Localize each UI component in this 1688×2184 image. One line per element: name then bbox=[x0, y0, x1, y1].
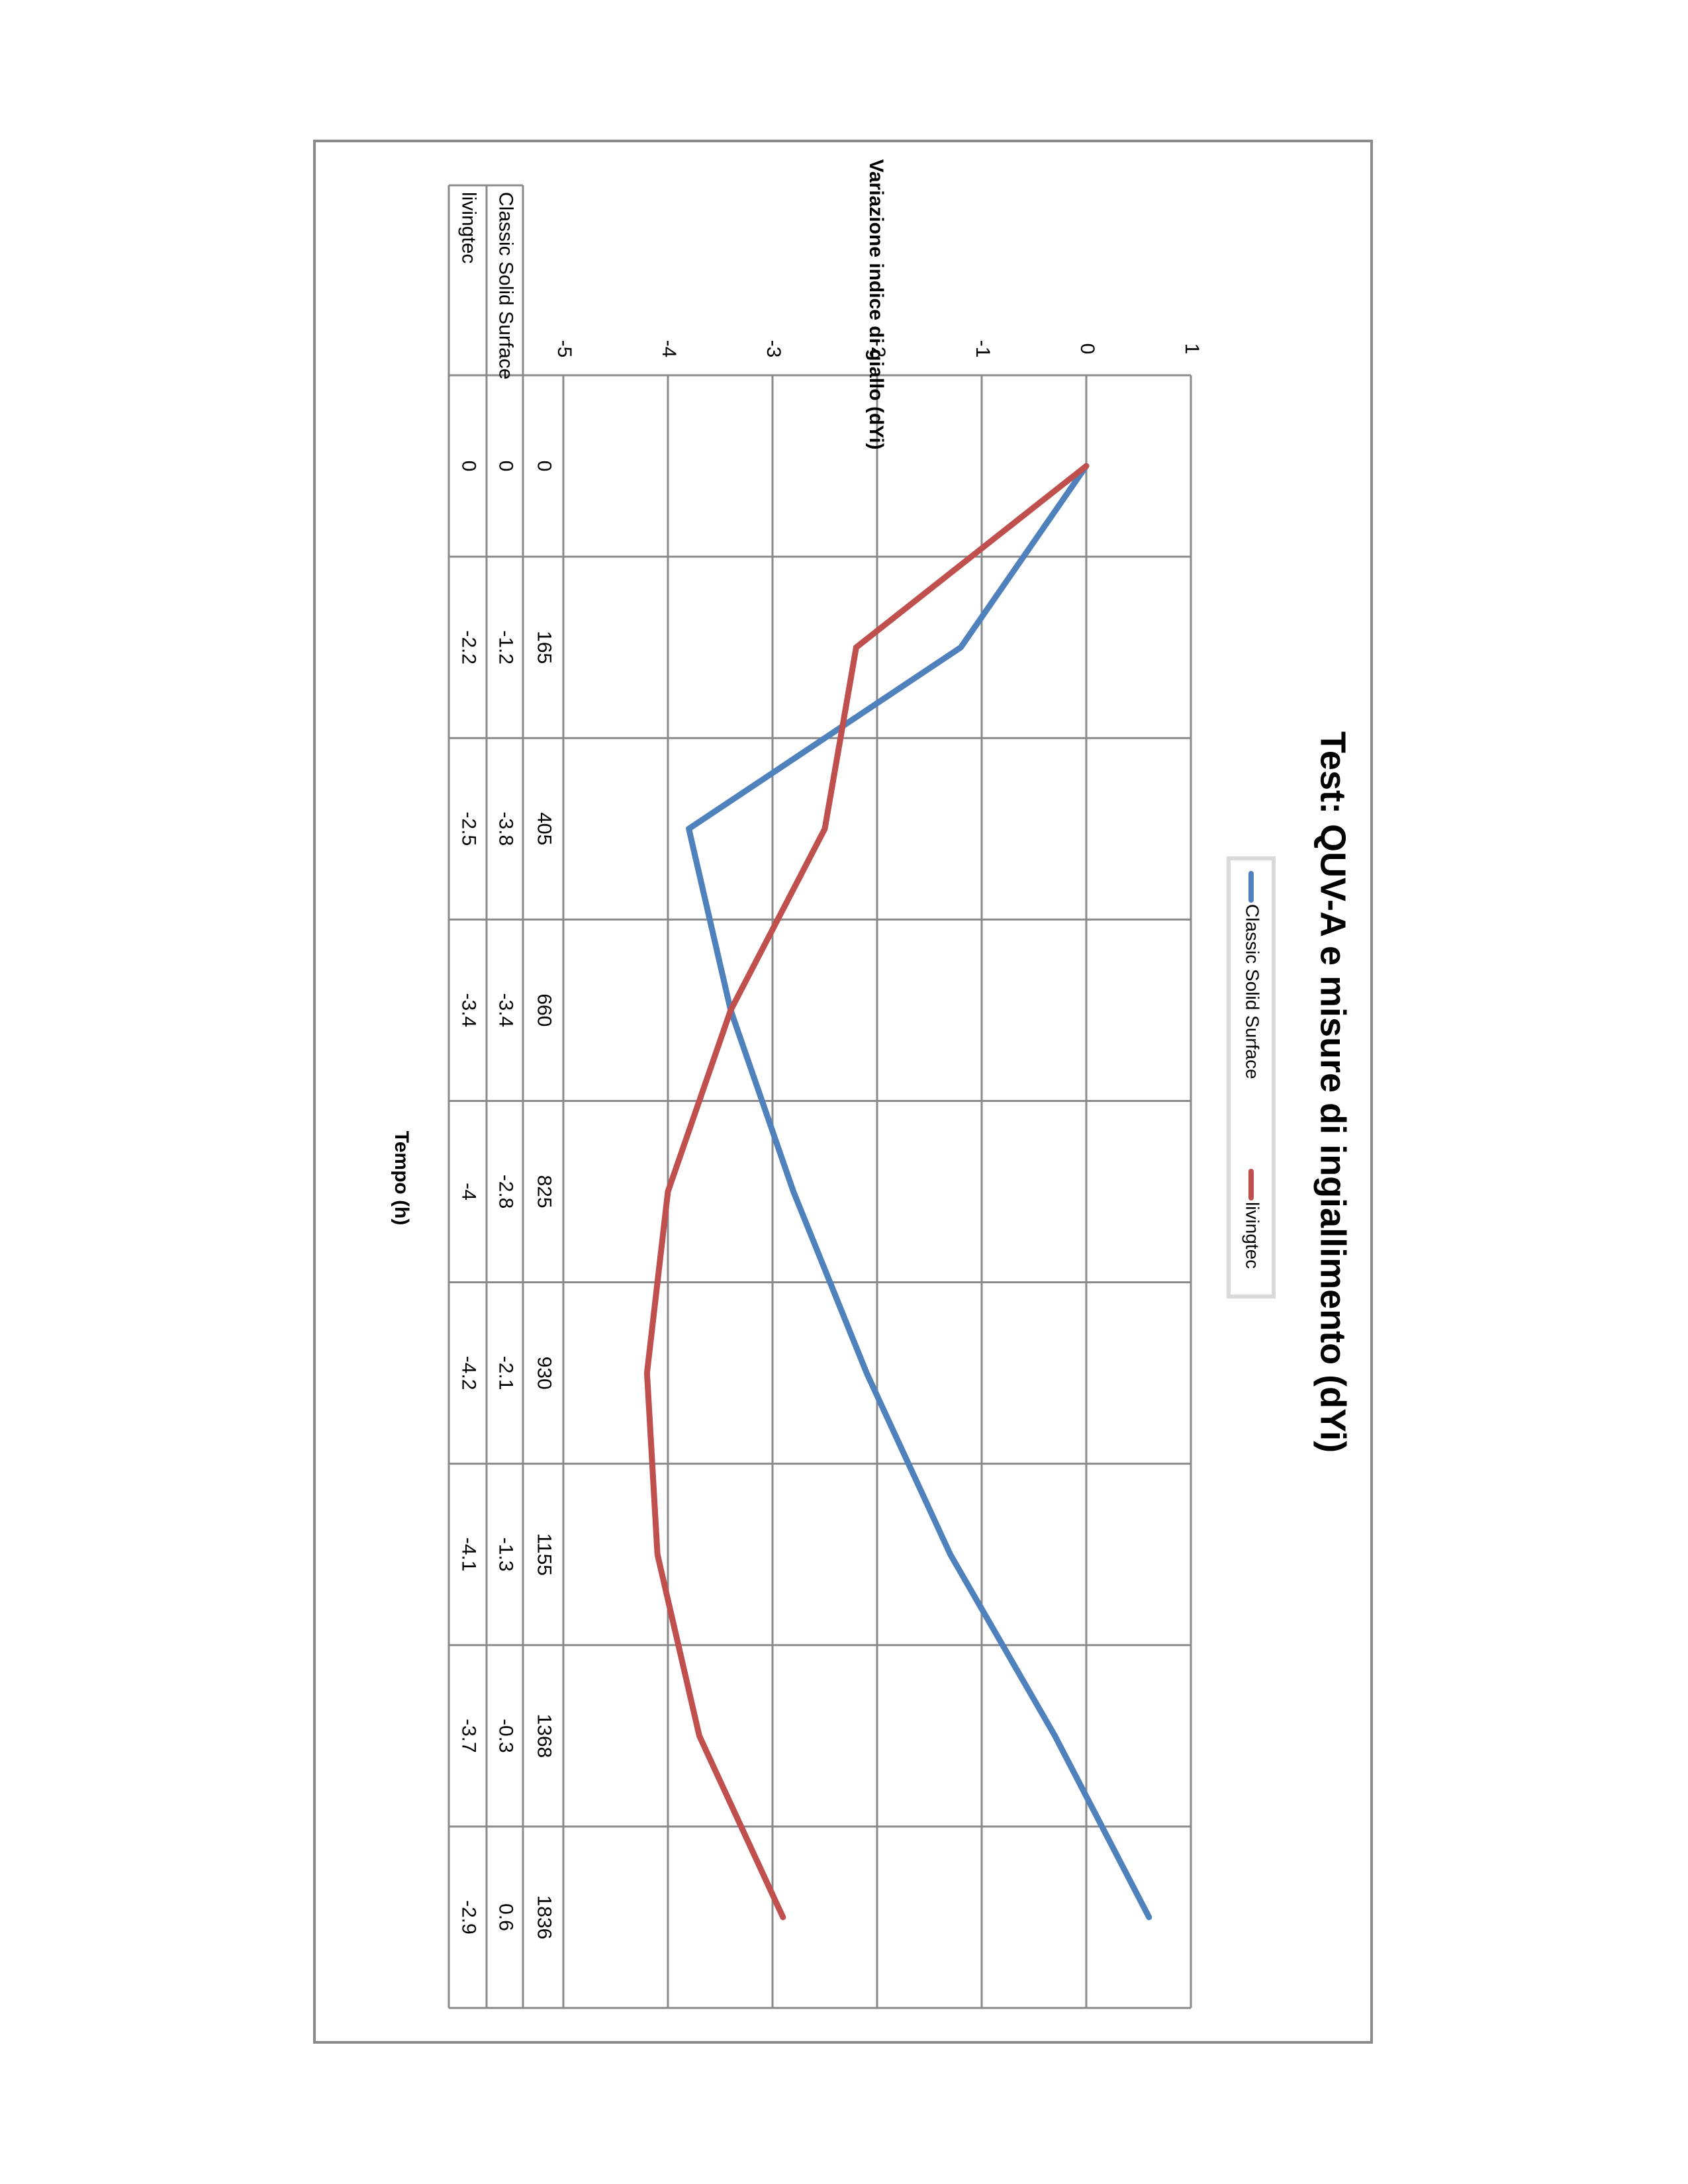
table-cell: -4.2 bbox=[458, 1356, 480, 1390]
category-label: 825 bbox=[534, 1175, 555, 1208]
chart-frame bbox=[313, 140, 1373, 2044]
category-label: 165 bbox=[534, 631, 555, 664]
chart-title: Test: QUV-A e misure di ingiallimento (d… bbox=[1313, 731, 1353, 1453]
category-label: 1368 bbox=[534, 1713, 555, 1758]
plot-grid bbox=[449, 374, 1192, 2009]
series-line bbox=[643, 463, 1090, 1921]
category-label: 0 bbox=[534, 461, 555, 472]
table-cell: -1.2 bbox=[495, 630, 517, 664]
tick-label: -4 bbox=[658, 340, 680, 358]
table-cell: -2.1 bbox=[495, 1356, 517, 1390]
tick-label: 1 bbox=[1181, 343, 1203, 355]
table-cell: -2.5 bbox=[458, 811, 480, 846]
value-axis-ticks: -5 -4 -3 -2 -1 0 1 bbox=[553, 340, 1203, 358]
legend-label: Classic Solid Surface bbox=[1243, 904, 1263, 1079]
table-cell: -0.3 bbox=[495, 1719, 517, 1753]
tick-label: -2 bbox=[867, 340, 889, 358]
category-axis-title: Tempo (h) bbox=[391, 1131, 412, 1226]
category-label: 1836 bbox=[534, 1895, 555, 1940]
tick-label: -5 bbox=[553, 340, 575, 358]
value-axis-title: Variazione indice di giallo (dYi) bbox=[865, 159, 887, 450]
data-table: 0 165 405 660 825 930 1155 1368 1836 Classic Soli… bbox=[447, 184, 1191, 2009]
tick-label: -3 bbox=[763, 340, 784, 358]
table-cell: -2.9 bbox=[458, 1900, 480, 1934]
category-label: 930 bbox=[534, 1357, 555, 1390]
tick-label: 0 bbox=[1076, 343, 1098, 355]
legend-label: livingtec bbox=[1243, 1202, 1263, 1269]
table-cell: -3.8 bbox=[495, 811, 517, 846]
table-cell: 0 bbox=[458, 461, 480, 472]
table-cell: -4.1 bbox=[458, 1537, 480, 1572]
table-cell: -4 bbox=[458, 1183, 480, 1201]
category-label: 405 bbox=[534, 812, 555, 845]
table-row-label: livingtec bbox=[458, 192, 480, 263]
table-row-label: Classic Solid Surface bbox=[495, 192, 517, 379]
series-lines bbox=[643, 463, 1152, 1921]
table-cell: 0.6 bbox=[495, 1903, 517, 1931]
table-cell: -3.4 bbox=[495, 993, 517, 1028]
series-line bbox=[686, 463, 1152, 1921]
tick-label: -1 bbox=[972, 340, 994, 358]
category-label: 660 bbox=[534, 993, 555, 1026]
table-cell: -1.3 bbox=[495, 1537, 517, 1572]
category-label: 1155 bbox=[534, 1533, 555, 1576]
legend: Classic Solid Surface livingtec bbox=[1227, 856, 1276, 1298]
table-cell: -3.7 bbox=[458, 1719, 480, 1753]
table-cell: -2.2 bbox=[458, 630, 480, 664]
table-cell: -2.8 bbox=[495, 1175, 517, 1209]
table-cell: 0 bbox=[495, 461, 517, 472]
table-cell: -3.4 bbox=[458, 993, 480, 1028]
